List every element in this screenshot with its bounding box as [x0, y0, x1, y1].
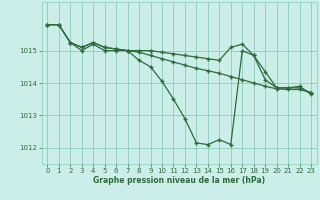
- X-axis label: Graphe pression niveau de la mer (hPa): Graphe pression niveau de la mer (hPa): [93, 176, 265, 185]
